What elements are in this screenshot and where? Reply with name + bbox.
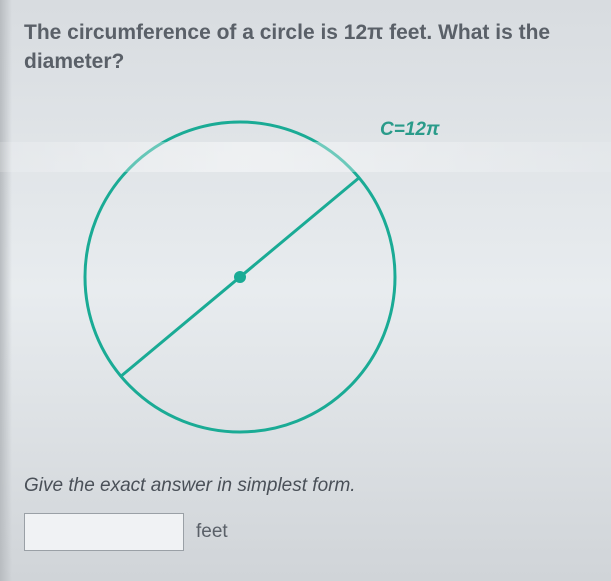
center-dot — [234, 271, 246, 283]
question-text: The circumference of a circle is 12π fee… — [24, 18, 587, 77]
unit-label: feet — [196, 521, 228, 543]
instruction-text: Give the exact answer in simplest form. — [0, 475, 611, 497]
answer-input[interactable] — [24, 513, 184, 551]
diagram-container: C=12π — [0, 97, 611, 457]
circle-diagram — [80, 107, 420, 457]
answer-row: feet — [0, 497, 611, 551]
question-container: The circumference of a circle is 12π fee… — [0, 0, 611, 87]
circumference-label: C=12π — [380, 119, 439, 141]
